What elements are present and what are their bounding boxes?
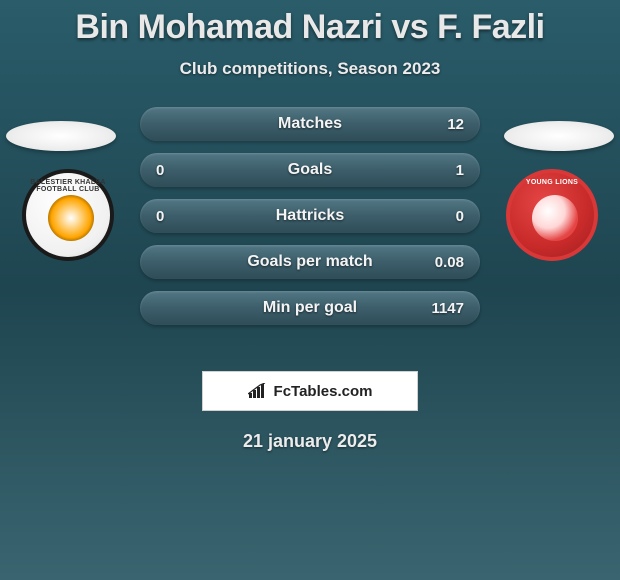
stat-row-goals-per-match: Goals per match 0.08 (140, 245, 480, 279)
stat-row-goals: 0 Goals 1 (140, 153, 480, 187)
page-title: Bin Mohamad Nazri vs F. Fazli (0, 0, 620, 47)
right-spotlight (504, 121, 614, 151)
stat-left-value: 0 (156, 162, 164, 179)
stat-right-value: 0 (456, 208, 464, 225)
left-spotlight (6, 121, 116, 151)
stat-bars: Matches 12 0 Goals 1 0 Hattricks 0 Goals… (140, 107, 480, 337)
stat-label: Goals per match (247, 253, 372, 271)
stat-row-min-per-goal: Min per goal 1147 (140, 291, 480, 325)
source-name: FcTables.com (274, 383, 373, 400)
stat-label: Matches (278, 115, 342, 133)
stat-right-value: 12 (447, 116, 464, 133)
comparison-arena: BALESTIER KHALSA FOOTBALL CLUB YOUNG LIO… (0, 107, 620, 357)
stat-right-value: 0.08 (435, 254, 464, 271)
left-team-crest: BALESTIER KHALSA FOOTBALL CLUB (22, 169, 114, 261)
date-label: 21 january 2025 (0, 431, 620, 452)
stat-label: Hattricks (276, 207, 344, 225)
right-team-crest: YOUNG LIONS (506, 169, 598, 261)
subtitle: Club competitions, Season 2023 (0, 59, 620, 79)
stat-label: Min per goal (263, 299, 357, 317)
lion-icon (532, 195, 578, 241)
bar-chart-icon (248, 383, 268, 399)
stat-row-matches: Matches 12 (140, 107, 480, 141)
stat-left-value: 0 (156, 208, 164, 225)
right-crest-label: YOUNG LIONS (510, 179, 594, 186)
stat-row-hattricks: 0 Hattricks 0 (140, 199, 480, 233)
stat-right-value: 1 (456, 162, 464, 179)
left-crest-label: BALESTIER KHALSA FOOTBALL CLUB (26, 179, 110, 193)
source-badge[interactable]: FcTables.com (202, 371, 418, 411)
stat-right-value: 1147 (431, 300, 464, 317)
stat-label: Goals (288, 161, 332, 179)
tiger-icon (48, 195, 94, 241)
